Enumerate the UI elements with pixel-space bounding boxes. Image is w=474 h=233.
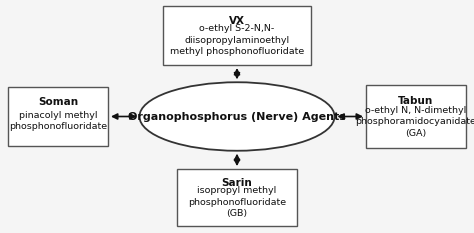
Text: o-ethyl S-2-N,N-
diisopropylaminoethyl
methyl phosphonofluoridate: o-ethyl S-2-N,N- diisopropylaminoethyl m…	[170, 24, 304, 56]
Text: Tabun: Tabun	[398, 96, 433, 106]
Text: pinacolyl methyl
phosphonofluoridate: pinacolyl methyl phosphonofluoridate	[9, 111, 107, 131]
Text: Organophosphorus (Nerve) Agents: Organophosphorus (Nerve) Agents	[128, 112, 346, 121]
Text: Sarin: Sarin	[222, 178, 252, 188]
Text: o-ethyl N, N-dimethyl
phosphoramidocyanidate
(GA): o-ethyl N, N-dimethyl phosphoramidocyani…	[356, 106, 474, 137]
FancyBboxPatch shape	[177, 169, 297, 226]
Text: Soman: Soman	[38, 97, 78, 107]
Text: VX: VX	[229, 16, 245, 26]
FancyBboxPatch shape	[8, 87, 108, 146]
Text: isopropyl methyl
phosphonofluoridate
(GB): isopropyl methyl phosphonofluoridate (GB…	[188, 186, 286, 218]
FancyBboxPatch shape	[366, 85, 466, 148]
Ellipse shape	[139, 82, 335, 151]
FancyBboxPatch shape	[163, 6, 311, 65]
